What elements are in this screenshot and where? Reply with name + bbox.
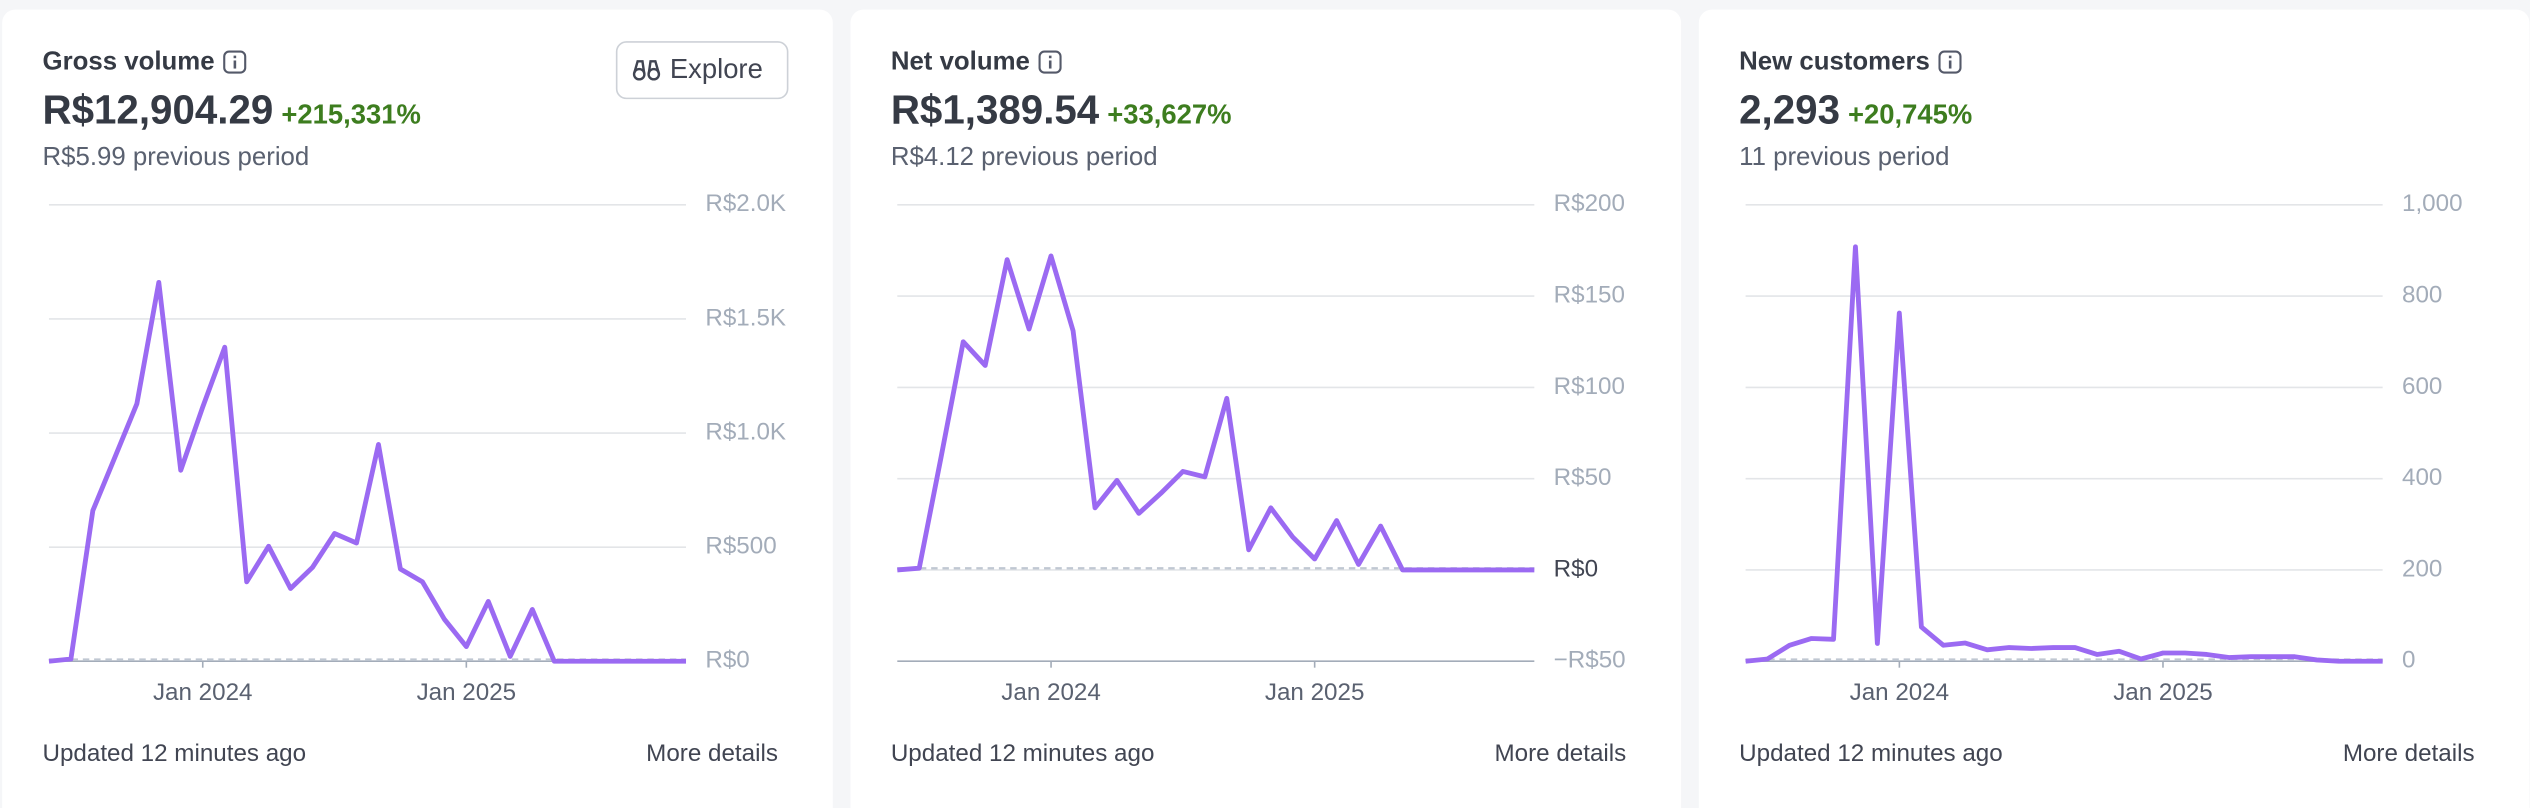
x-tick-label: Jan 2024 bbox=[1001, 679, 1101, 706]
info-icon[interactable] bbox=[1938, 50, 1962, 74]
info-icon-dot bbox=[233, 55, 237, 59]
x-tick-label: Jan 2024 bbox=[1850, 679, 1950, 706]
more-details-link[interactable]: More details bbox=[646, 740, 778, 767]
metric-value: 2,293 bbox=[1739, 88, 1840, 133]
lens bbox=[632, 67, 646, 81]
y-tick-label: 1,000 bbox=[2402, 190, 2463, 217]
x-tick-label: Jan 2025 bbox=[417, 679, 517, 706]
card-title: Gross volume bbox=[43, 48, 215, 76]
y-tick-label: 0 bbox=[2402, 647, 2415, 674]
info-icon[interactable] bbox=[223, 50, 247, 74]
metric-change: +215,331% bbox=[281, 98, 420, 129]
y-tick-label: R$0 bbox=[1554, 555, 1598, 582]
explore-button[interactable] bbox=[615, 41, 789, 100]
y-tick-label: R$2.0K bbox=[705, 190, 786, 217]
y-tick-label: R$100 bbox=[1554, 373, 1625, 400]
updated-note: Updated 12 minutes ago bbox=[1739, 740, 2003, 767]
x-tick-label: Jan 2025 bbox=[2113, 679, 2213, 706]
data-line bbox=[897, 253, 1535, 573]
metric-change: +33,627% bbox=[1107, 98, 1231, 129]
updated-note: Updated 12 minutes ago bbox=[43, 740, 307, 767]
info-icon-bar bbox=[1048, 60, 1052, 69]
card bbox=[2, 9, 833, 808]
y-tick-label: 200 bbox=[2402, 555, 2442, 582]
metric-value: R$12,904.29 bbox=[43, 88, 274, 133]
y-tick-label: 600 bbox=[2402, 373, 2442, 400]
binoculars-icon bbox=[632, 60, 661, 81]
y-tick-label: 800 bbox=[2402, 281, 2442, 308]
updated-note: Updated 12 minutes ago bbox=[891, 740, 1155, 767]
metric-value: R$1,389.54 bbox=[891, 88, 1100, 133]
y-tick-label: R$200 bbox=[1554, 190, 1625, 217]
info-icon-bar bbox=[1948, 60, 1952, 69]
card bbox=[1698, 9, 2530, 808]
y-tick-label: R$150 bbox=[1554, 281, 1625, 308]
previous-period: R$5.99 previous period bbox=[43, 143, 310, 171]
bridge bbox=[633, 60, 660, 73]
info-icon-dot bbox=[1048, 55, 1052, 59]
x-tick-label: Jan 2025 bbox=[1265, 679, 1365, 706]
y-tick-label: R$50 bbox=[1554, 464, 1612, 491]
data-line bbox=[48, 279, 687, 664]
y-tick-label: 400 bbox=[2402, 464, 2442, 491]
y-tick-label: R$1.0K bbox=[705, 418, 786, 445]
card bbox=[850, 9, 1682, 808]
explore-label[interactable]: Explore bbox=[670, 53, 763, 84]
y-tick-label: R$1.5K bbox=[705, 304, 786, 331]
y-tick-label: R$500 bbox=[705, 533, 776, 560]
previous-period: R$4.12 previous period bbox=[891, 143, 1158, 171]
card-title: New customers bbox=[1739, 48, 1930, 76]
data-line bbox=[1745, 244, 2383, 664]
info-icon-dot bbox=[1948, 55, 1952, 59]
previous-period: 11 previous period bbox=[1739, 143, 1949, 171]
x-tick-label: Jan 2024 bbox=[153, 679, 253, 706]
more-details-link[interactable]: More details bbox=[1495, 740, 1627, 767]
card-title: Net volume bbox=[891, 48, 1030, 76]
y-tick-label: −R$50 bbox=[1554, 647, 1626, 674]
y-tick-label: R$0 bbox=[705, 647, 749, 674]
metric-change: +20,745% bbox=[1848, 98, 1972, 129]
more-details-link[interactable]: More details bbox=[2343, 740, 2475, 767]
lens bbox=[647, 67, 661, 81]
info-icon-bar bbox=[233, 60, 237, 69]
info-icon[interactable] bbox=[1038, 50, 1062, 74]
